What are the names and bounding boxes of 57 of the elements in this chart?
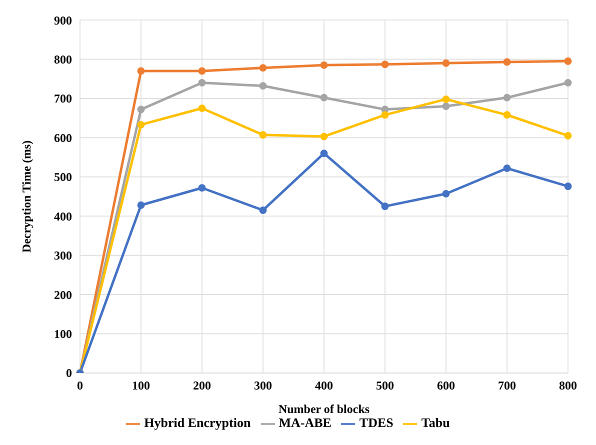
point bbox=[198, 67, 206, 75]
point bbox=[137, 201, 145, 209]
point bbox=[137, 106, 145, 114]
point bbox=[320, 61, 328, 69]
point bbox=[503, 58, 511, 66]
x-tick-label: 400 bbox=[315, 378, 333, 393]
point bbox=[259, 82, 267, 90]
point bbox=[503, 164, 511, 172]
point bbox=[381, 111, 389, 119]
x-tick-label: 300 bbox=[254, 378, 272, 393]
point bbox=[564, 57, 572, 65]
y-tick-label: 100 bbox=[54, 327, 72, 342]
x-tick-label: 200 bbox=[193, 378, 211, 393]
point bbox=[137, 67, 145, 75]
legend-label: Tabu bbox=[421, 414, 450, 430]
point bbox=[564, 182, 572, 190]
y-tick-label: 900 bbox=[54, 13, 72, 28]
x-tick-label: 0 bbox=[77, 378, 83, 393]
point bbox=[259, 206, 267, 214]
point bbox=[442, 102, 450, 110]
legend-label: Hybrid Encryption bbox=[144, 414, 251, 430]
y-axis-title: Decryption Time (ms) bbox=[19, 140, 34, 253]
x-tick-label: 500 bbox=[376, 378, 394, 393]
point bbox=[564, 79, 572, 87]
x-tick-label: 100 bbox=[132, 378, 150, 393]
point bbox=[198, 104, 206, 112]
point bbox=[320, 94, 328, 102]
legend-label: TDES bbox=[359, 414, 394, 430]
point bbox=[198, 79, 206, 87]
y-tick-label: 200 bbox=[54, 288, 72, 302]
y-tick-label: 600 bbox=[54, 130, 72, 145]
point bbox=[259, 64, 267, 72]
point bbox=[320, 150, 328, 158]
x-tick-label: 600 bbox=[437, 378, 455, 393]
point bbox=[381, 60, 389, 68]
point bbox=[381, 202, 389, 210]
y-tick-label: 700 bbox=[54, 92, 72, 106]
x-axis-title: Number of blocks bbox=[278, 402, 370, 416]
y-tick-label: 400 bbox=[54, 209, 72, 224]
point bbox=[198, 184, 206, 192]
point bbox=[381, 106, 389, 114]
y-tick-label: 300 bbox=[54, 248, 72, 263]
y-tick-label: 0 bbox=[66, 366, 72, 380]
point bbox=[442, 190, 450, 198]
point bbox=[503, 111, 511, 119]
point bbox=[564, 132, 572, 140]
legend-label: MA-ABE bbox=[278, 414, 332, 430]
y-tick-label: 800 bbox=[54, 52, 72, 66]
x-tick-label: 800 bbox=[559, 378, 577, 393]
point bbox=[442, 59, 450, 67]
x-tick-label: 700 bbox=[498, 378, 516, 393]
point bbox=[137, 120, 145, 128]
point bbox=[320, 132, 328, 140]
point bbox=[442, 95, 450, 103]
point bbox=[259, 131, 267, 139]
y-tick-label: 500 bbox=[54, 170, 72, 184]
point bbox=[503, 94, 511, 102]
